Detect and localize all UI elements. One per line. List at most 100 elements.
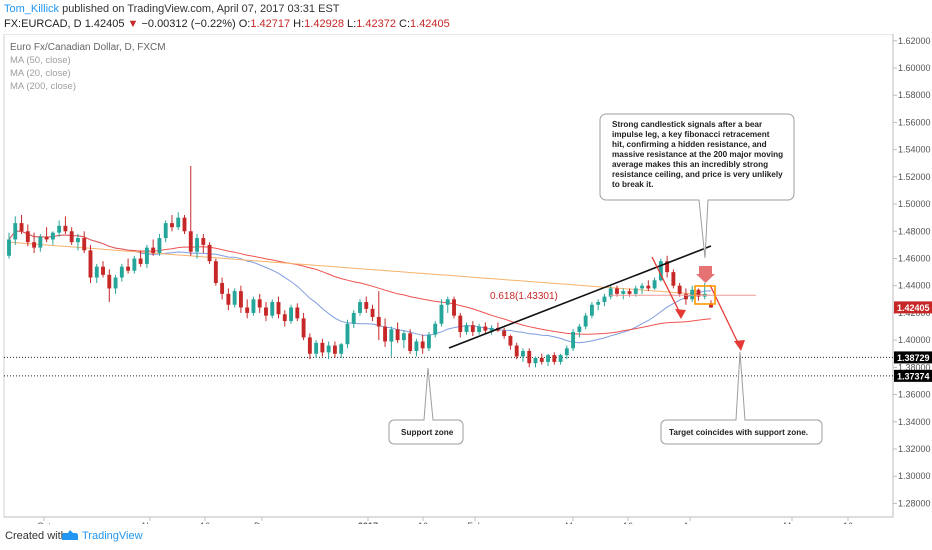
candle-body — [621, 291, 626, 294]
candle-body — [709, 303, 713, 308]
chart-footer: Created with TradingView — [0, 524, 932, 550]
trendline[interactable] — [448, 245, 712, 349]
price-tick-label: 1.56000 — [898, 117, 931, 127]
candle-body — [69, 231, 74, 243]
candle-body — [88, 250, 93, 278]
candle-body — [583, 315, 588, 327]
published-text: published on TradingView.com, April 07, … — [59, 3, 340, 15]
time-tick-label: Mar — [565, 521, 581, 524]
candle-body — [514, 345, 519, 357]
note-main-line-2: impulse leg, a key fibonacci retracement — [612, 130, 770, 139]
price-label-box — [894, 301, 932, 314]
note-main-line-4: massive resistance at the 200 major movi… — [612, 150, 783, 159]
note-main-line-5: average makes this an incredibly strong — [612, 160, 768, 169]
projection-arrow-1 — [651, 256, 682, 316]
price-tick-label: 1.44000 — [898, 281, 931, 291]
candle-body — [683, 293, 688, 300]
candle-body — [671, 272, 676, 286]
candle-body — [615, 288, 619, 294]
time-tick-label: 2017 — [358, 521, 378, 524]
candle-body — [13, 223, 18, 240]
candle-body — [395, 329, 400, 341]
candle-body — [289, 307, 293, 322]
price-tick-label: 1.32000 — [898, 444, 931, 454]
tradingview-logo-icon — [62, 530, 78, 540]
note-support-text: Support zone — [401, 428, 454, 437]
candle-body — [238, 291, 243, 308]
candlestick-series — [7, 165, 713, 368]
fib-level-label: 0.618(1.43301) — [490, 291, 558, 302]
candle-body — [113, 277, 118, 289]
price-tick-label: 1.36000 — [898, 390, 931, 400]
candle-body — [76, 238, 80, 243]
price-tick-label: 1.54000 — [898, 145, 931, 155]
candle-body — [658, 261, 663, 281]
price-tick-label: 1.48000 — [898, 226, 931, 236]
candle-body — [50, 232, 55, 240]
note-main-line-1: Strong candlestick signals after a bear — [612, 120, 763, 129]
down-arrow-icon: ▼ — [127, 18, 139, 30]
price-tick-label: 1.38000 — [898, 362, 931, 372]
candle-body — [445, 299, 450, 305]
candle-body — [539, 357, 544, 362]
candle-body — [163, 223, 168, 239]
candle-body — [546, 355, 550, 362]
candle-body — [439, 304, 444, 324]
candle-body — [63, 225, 68, 232]
note-callout-support[interactable]: Support zone — [388, 367, 464, 445]
time-tick-label: 16 — [623, 521, 633, 524]
last-price: 1.42405 — [84, 18, 125, 30]
price-tick-label: 1.34000 — [898, 417, 931, 427]
note-callout-target[interactable]: Target coincides with support zone. — [660, 351, 823, 445]
time-tick-label: Nov — [142, 521, 159, 524]
price-tick-label: 1.62000 — [898, 36, 931, 46]
time-tick-label: Feb — [467, 521, 483, 524]
candle-body — [170, 223, 174, 228]
candle-body — [320, 342, 325, 353]
support-levels — [4, 356, 893, 377]
ma50-line — [8, 230, 712, 335]
candle-body — [358, 302, 362, 313]
price-tick-label: 1.50000 — [898, 199, 931, 209]
time-tick-label: May — [783, 521, 801, 524]
price-tick-label: 1.40000 — [898, 335, 931, 345]
price-chart[interactable]: 1.62000 1.60000 1.58000 1.56000 1.54000 1.520… — [0, 34, 932, 524]
publish-line: Tom_Killick published on TradingView.com… — [4, 3, 340, 15]
candle-body — [489, 327, 494, 331]
chart-header: Tom_Killick published on TradingView.com… — [0, 0, 932, 34]
candle-body — [157, 238, 162, 254]
candle-body — [282, 314, 287, 322]
candle-body — [627, 291, 632, 294]
tradingview-brand[interactable]: TradingView — [82, 530, 143, 542]
author-link[interactable]: Tom_Killick — [4, 3, 60, 15]
candle-body — [470, 325, 475, 332]
candle-body — [596, 302, 601, 305]
candle-body — [677, 285, 682, 294]
candle-body — [408, 333, 413, 352]
candle-body — [383, 326, 388, 342]
candle-body — [533, 357, 538, 364]
candle-body — [508, 336, 513, 346]
candle-body — [264, 307, 268, 316]
arrowhead-2-icon — [734, 340, 745, 351]
time-tick-label: 16 — [200, 521, 210, 524]
candle-body — [332, 345, 337, 354]
candle-body — [652, 280, 657, 289]
candle-body — [571, 331, 576, 349]
candle-body — [696, 289, 701, 297]
candle-body — [188, 231, 193, 252]
price-tick-label: 1.60000 — [898, 63, 931, 73]
candle-body — [477, 326, 482, 332]
price-change: −0.00312 (−0.22%) — [141, 18, 236, 30]
candle-body — [502, 330, 507, 337]
candle-body — [376, 316, 381, 327]
note-main-line-3: hit, confirming a hidden resistance, and — [612, 140, 767, 149]
note-main-line-6: resistance ceiling, and price is very un… — [612, 170, 783, 179]
candle-body — [276, 302, 281, 315]
time-axis: Oct Nov 16 Dec 2017 16 Feb Mar 16 Apr May 16 — [37, 517, 853, 524]
candle-body — [107, 274, 112, 289]
price-tick-label: 1.46000 — [898, 253, 931, 263]
note-callout-main[interactable]: Strong candlestick signals after a bear … — [599, 113, 795, 259]
indicator-ma50-label: MA (50, close) — [10, 55, 71, 66]
candle-body — [195, 238, 199, 252]
